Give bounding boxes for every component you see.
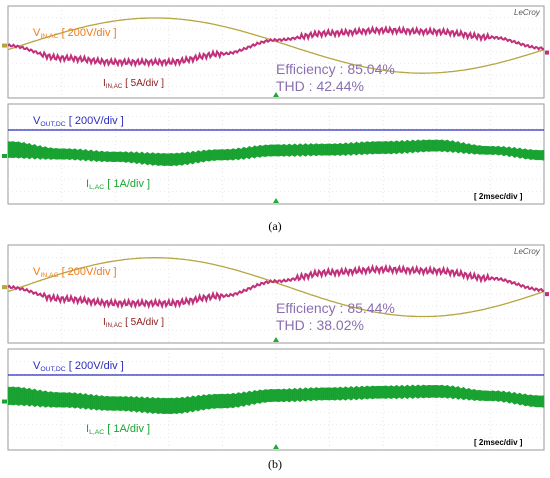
channel-marker-icon	[2, 285, 7, 290]
time-scale-label: [ 2msec/div ]	[474, 438, 523, 447]
il-label: IL,AC [ 1A/div ]	[86, 423, 150, 436]
trigger-marker-icon	[273, 198, 279, 203]
thd-readout: THD : 42.44%	[276, 78, 364, 94]
series-vin-ac	[7, 17, 545, 74]
channel-marker-icon	[545, 292, 549, 297]
iin-label: IIN,AC [ 5A/div ]	[103, 78, 164, 90]
trigger-marker-icon	[273, 337, 279, 342]
brand-logo: LeCroy	[514, 8, 541, 17]
channel-marker-icon	[2, 154, 7, 158]
iin-label: IIN,AC [ 5A/div ]	[103, 317, 164, 329]
series-iin-ac	[7, 263, 545, 310]
channel-marker-icon	[545, 50, 549, 55]
vin-label: VIN,AC [ 200V/div ]	[33, 27, 117, 40]
efficiency-readout: Efficiency : 85.04%	[276, 61, 395, 77]
time-scale-label: [ 2msec/div ]	[474, 192, 523, 201]
vout-label: VOUT,DC [ 200V/div ]	[33, 360, 124, 373]
vout-label: VOUT,DC [ 200V/div ]	[33, 115, 124, 128]
vin-label: VIN,AC [ 200V/div ]	[33, 266, 117, 279]
series-iin-ac	[7, 24, 545, 68]
brand-logo: LeCroy	[514, 247, 541, 256]
channel-marker-icon	[2, 43, 7, 48]
thd-readout: THD : 38.02%	[276, 317, 364, 333]
trigger-marker-icon	[273, 92, 279, 97]
channel-marker-icon	[2, 399, 7, 404]
caption-a: (a)	[268, 219, 282, 233]
series-vin-ac	[7, 257, 545, 318]
trigger-marker-icon	[273, 444, 279, 449]
caption-b: (b)	[268, 457, 282, 471]
efficiency-readout: Efficiency : 85.44%	[276, 300, 395, 316]
il-label: IL,AC [ 1A/div ]	[86, 178, 150, 191]
